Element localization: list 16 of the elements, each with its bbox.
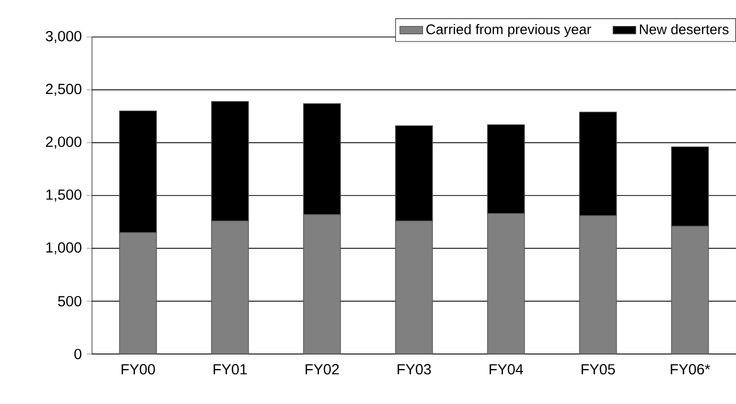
x-tick-label: FY02: [306, 364, 339, 374]
y-tick-label: 500: [58, 296, 82, 306]
x-tick-label: FY06*: [670, 364, 710, 374]
y-tick-label: 0: [74, 348, 82, 360]
y-tick-label: 2,000: [46, 136, 82, 149]
x-tick-label: FY01: [214, 364, 247, 374]
y-tick-label: 1,000: [46, 242, 82, 254]
legend-label: Carried from previous year: [426, 24, 592, 38]
x-tick-label: FY04: [490, 364, 524, 374]
y-tick-label: 2,500: [46, 84, 82, 96]
y-tick-label: 3,000: [46, 30, 82, 44]
y-tick-label: 1,500: [46, 189, 82, 202]
x-tick-label: FY05: [582, 364, 615, 374]
x-tick-label: FY00: [122, 364, 155, 374]
legend-label: New deserters: [640, 24, 729, 34]
x-tick-label: FY03: [398, 364, 431, 374]
